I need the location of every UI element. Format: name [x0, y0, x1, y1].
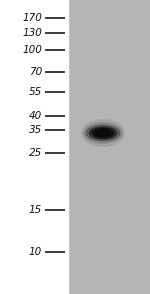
Bar: [0, 0, 68, 294]
Text: 100: 100: [22, 45, 42, 55]
Text: 15: 15: [29, 205, 42, 215]
Text: 40: 40: [29, 111, 42, 121]
Text: 35: 35: [29, 125, 42, 135]
Text: 55: 55: [29, 87, 42, 97]
Ellipse shape: [86, 125, 120, 141]
Text: 170: 170: [22, 13, 42, 23]
Text: 25: 25: [29, 148, 42, 158]
Ellipse shape: [96, 130, 110, 136]
Bar: [68, 0, 150, 294]
Ellipse shape: [89, 127, 117, 139]
Text: 130: 130: [22, 28, 42, 38]
Ellipse shape: [93, 128, 114, 138]
Ellipse shape: [84, 123, 122, 143]
Ellipse shape: [82, 120, 124, 146]
Text: 70: 70: [29, 67, 42, 77]
Text: 10: 10: [29, 247, 42, 257]
